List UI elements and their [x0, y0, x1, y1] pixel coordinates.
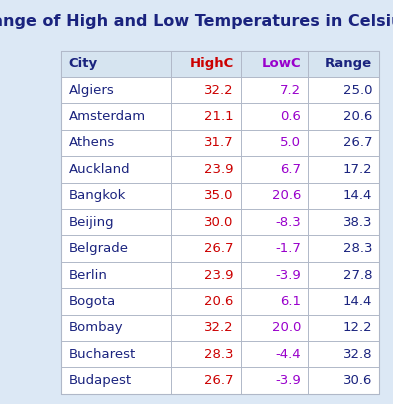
Text: 0.6: 0.6	[280, 110, 301, 123]
Text: Berlin: Berlin	[69, 269, 107, 282]
Text: 32.8: 32.8	[343, 348, 372, 361]
Text: 31.7: 31.7	[204, 137, 234, 149]
Text: -1.7: -1.7	[275, 242, 301, 255]
Text: Budapest: Budapest	[69, 374, 132, 387]
Text: 28.3: 28.3	[204, 348, 234, 361]
Text: City: City	[69, 57, 98, 70]
Text: 14.4: 14.4	[343, 189, 372, 202]
Text: -4.4: -4.4	[275, 348, 301, 361]
Text: 30.0: 30.0	[204, 216, 234, 229]
Text: 26.7: 26.7	[204, 242, 234, 255]
Text: 20.6: 20.6	[343, 110, 372, 123]
Text: 17.2: 17.2	[342, 163, 372, 176]
Text: -3.9: -3.9	[275, 374, 301, 387]
Text: 23.9: 23.9	[204, 269, 234, 282]
Text: Bangkok: Bangkok	[69, 189, 126, 202]
Text: Range: Range	[325, 57, 372, 70]
Text: Bogota: Bogota	[69, 295, 116, 308]
Text: 6.7: 6.7	[280, 163, 301, 176]
Text: 38.3: 38.3	[343, 216, 372, 229]
Text: 6.1: 6.1	[280, 295, 301, 308]
Text: -3.9: -3.9	[275, 269, 301, 282]
Text: 12.2: 12.2	[342, 321, 372, 335]
Text: 5.0: 5.0	[280, 137, 301, 149]
Text: Bombay: Bombay	[69, 321, 123, 335]
Text: Athens: Athens	[69, 137, 115, 149]
Text: Bucharest: Bucharest	[69, 348, 136, 361]
Text: 26.7: 26.7	[343, 137, 372, 149]
Text: 26.7: 26.7	[204, 374, 234, 387]
Text: 23.9: 23.9	[204, 163, 234, 176]
Text: Amsterdam: Amsterdam	[69, 110, 146, 123]
Text: 35.0: 35.0	[204, 189, 234, 202]
Text: 20.6: 20.6	[204, 295, 234, 308]
Text: 28.3: 28.3	[343, 242, 372, 255]
Text: 30.6: 30.6	[343, 374, 372, 387]
Text: Range of High and Low Temperatures in Celsius: Range of High and Low Temperatures in Ce…	[0, 14, 393, 29]
Text: 14.4: 14.4	[343, 295, 372, 308]
Text: 27.8: 27.8	[343, 269, 372, 282]
Text: 20.0: 20.0	[272, 321, 301, 335]
Text: Auckland: Auckland	[69, 163, 130, 176]
Text: Belgrade: Belgrade	[69, 242, 129, 255]
Text: -8.3: -8.3	[275, 216, 301, 229]
Text: LowC: LowC	[261, 57, 301, 70]
Text: 7.2: 7.2	[280, 84, 301, 97]
Text: Algiers: Algiers	[69, 84, 114, 97]
Text: HighC: HighC	[189, 57, 234, 70]
Text: 25.0: 25.0	[343, 84, 372, 97]
Text: 20.6: 20.6	[272, 189, 301, 202]
Text: Beijing: Beijing	[69, 216, 114, 229]
Text: 32.2: 32.2	[204, 84, 234, 97]
Text: 32.2: 32.2	[204, 321, 234, 335]
Text: 21.1: 21.1	[204, 110, 234, 123]
